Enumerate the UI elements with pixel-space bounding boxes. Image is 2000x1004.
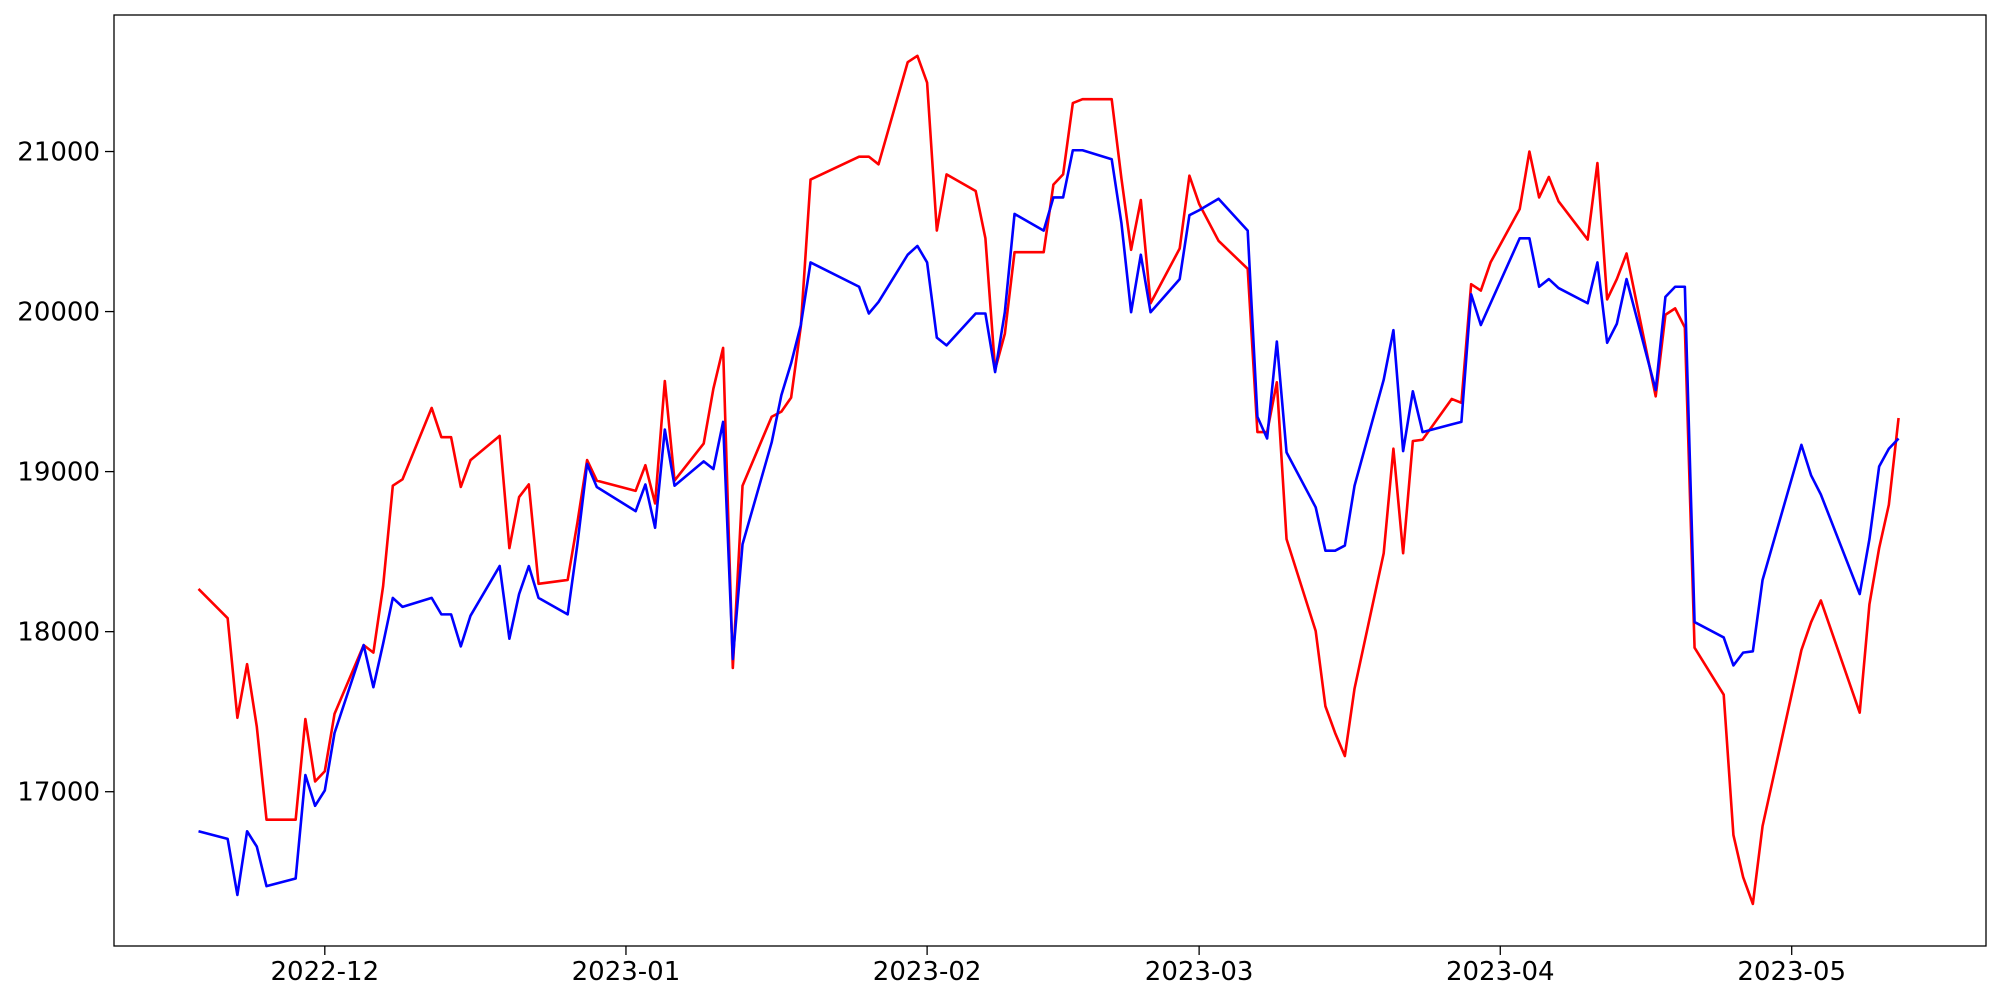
y-tick-label: 20000 [17, 298, 100, 328]
x-tick-label: 2023-02 [873, 957, 982, 987]
x-tick-label: 2023-05 [1737, 957, 1846, 987]
plot-frame [113, 14, 1987, 947]
x-tick-label: 2023-04 [1446, 957, 1555, 987]
series-line [198, 148, 1900, 897]
y-tick-label: 19000 [17, 458, 100, 488]
x-tick-label: 2023-03 [1145, 957, 1254, 987]
x-tick-label: 2023-01 [572, 957, 681, 987]
series-line [197, 54, 1900, 906]
y-tick-label: 21000 [17, 138, 100, 168]
y-tick-label: 17000 [17, 778, 100, 808]
y-tick-label: 18000 [17, 618, 100, 648]
x-tick-label: 2022-12 [270, 957, 379, 987]
